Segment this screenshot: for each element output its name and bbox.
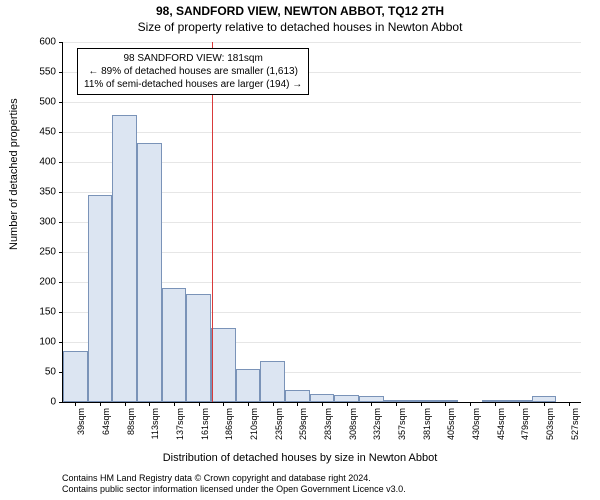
histogram-bar [162,288,187,402]
xtick-label: 88sqm [126,408,136,448]
ytick-mark [59,192,63,193]
x-axis-label: Distribution of detached houses by size … [0,452,600,464]
ytick-label: 200 [26,277,56,288]
xtick-mark [495,402,496,406]
ytick-label: 500 [26,97,56,108]
xtick-mark [223,402,224,406]
histogram-bar [310,394,335,402]
ytick-mark [59,132,63,133]
ytick-mark [59,312,63,313]
ytick-label: 250 [26,247,56,258]
xtick-mark [569,402,570,406]
ytick-mark [59,162,63,163]
ytick-mark [59,72,63,73]
ytick-label: 400 [26,157,56,168]
ytick-mark [59,282,63,283]
xtick-mark [470,402,471,406]
attribution: Contains HM Land Registry data © Crown c… [62,473,406,496]
histogram-bar [285,390,310,402]
histogram-bar [236,369,261,402]
xtick-mark [297,402,298,406]
xtick-label: 479sqm [520,408,530,448]
xtick-label: 405sqm [446,408,456,448]
attribution-line: Contains public sector information licen… [62,484,406,496]
annotation-line: 11% of semi-detached houses are larger (… [84,78,302,91]
ytick-mark [59,42,63,43]
xtick-label: 39sqm [76,408,86,448]
ytick-label: 150 [26,307,56,318]
ytick-label: 450 [26,127,56,138]
annotation-box: 98 SANDFORD VIEW: 181sqm← 89% of detache… [77,48,309,95]
xtick-mark [125,402,126,406]
histogram-bar [186,294,211,402]
xtick-label: 210sqm [249,408,259,448]
xtick-label: 259sqm [298,408,308,448]
ytick-mark [59,402,63,403]
xtick-mark [544,402,545,406]
xtick-label: 381sqm [422,408,432,448]
gridline [63,102,581,103]
xtick-mark [149,402,150,406]
xtick-label: 430sqm [471,408,481,448]
histogram-bar [334,395,359,402]
ytick-mark [59,252,63,253]
xtick-label: 527sqm [570,408,580,448]
ytick-mark [59,222,63,223]
xtick-label: 161sqm [200,408,210,448]
attribution-line: Contains HM Land Registry data © Crown c… [62,473,406,485]
histogram-bar [137,143,162,402]
histogram-bar [63,351,88,402]
ytick-label: 0 [26,397,56,408]
chart-container: 98, SANDFORD VIEW, NEWTON ABBOT, TQ12 2T… [0,0,600,500]
xtick-mark [347,402,348,406]
annotation-line: 98 SANDFORD VIEW: 181sqm [84,52,302,65]
ytick-mark [59,342,63,343]
xtick-label: 186sqm [224,408,234,448]
xtick-mark [421,402,422,406]
xtick-label: 137sqm [175,408,185,448]
xtick-mark [396,402,397,406]
gridline [63,42,581,43]
xtick-label: 332sqm [372,408,382,448]
ytick-label: 350 [26,187,56,198]
ytick-label: 600 [26,37,56,48]
xtick-label: 503sqm [545,408,555,448]
xtick-mark [75,402,76,406]
chart-title: 98, SANDFORD VIEW, NEWTON ABBOT, TQ12 2T… [0,4,600,18]
histogram-bar [211,328,236,402]
xtick-label: 308sqm [348,408,358,448]
xtick-label: 283sqm [323,408,333,448]
xtick-mark [322,402,323,406]
xtick-mark [519,402,520,406]
histogram-bar [112,115,137,402]
xtick-mark [199,402,200,406]
ytick-label: 100 [26,337,56,348]
gridline [63,132,581,133]
reference-line [212,42,213,402]
xtick-mark [371,402,372,406]
xtick-label: 454sqm [496,408,506,448]
histogram-bar [88,195,113,402]
plot-area: 98 SANDFORD VIEW: 181sqm← 89% of detache… [62,42,581,403]
ytick-label: 50 [26,367,56,378]
xtick-label: 64sqm [101,408,111,448]
annotation-line: ← 89% of detached houses are smaller (1,… [84,65,302,78]
xtick-mark [248,402,249,406]
xtick-mark [100,402,101,406]
ytick-label: 550 [26,67,56,78]
ytick-mark [59,102,63,103]
xtick-mark [445,402,446,406]
xtick-label: 113sqm [150,408,160,448]
ytick-label: 300 [26,217,56,228]
histogram-bar [260,361,285,402]
xtick-mark [273,402,274,406]
xtick-mark [174,402,175,406]
xtick-label: 235sqm [274,408,284,448]
y-axis-label: Number of detached properties [8,98,20,250]
xtick-label: 357sqm [397,408,407,448]
chart-subtitle: Size of property relative to detached ho… [0,20,600,34]
